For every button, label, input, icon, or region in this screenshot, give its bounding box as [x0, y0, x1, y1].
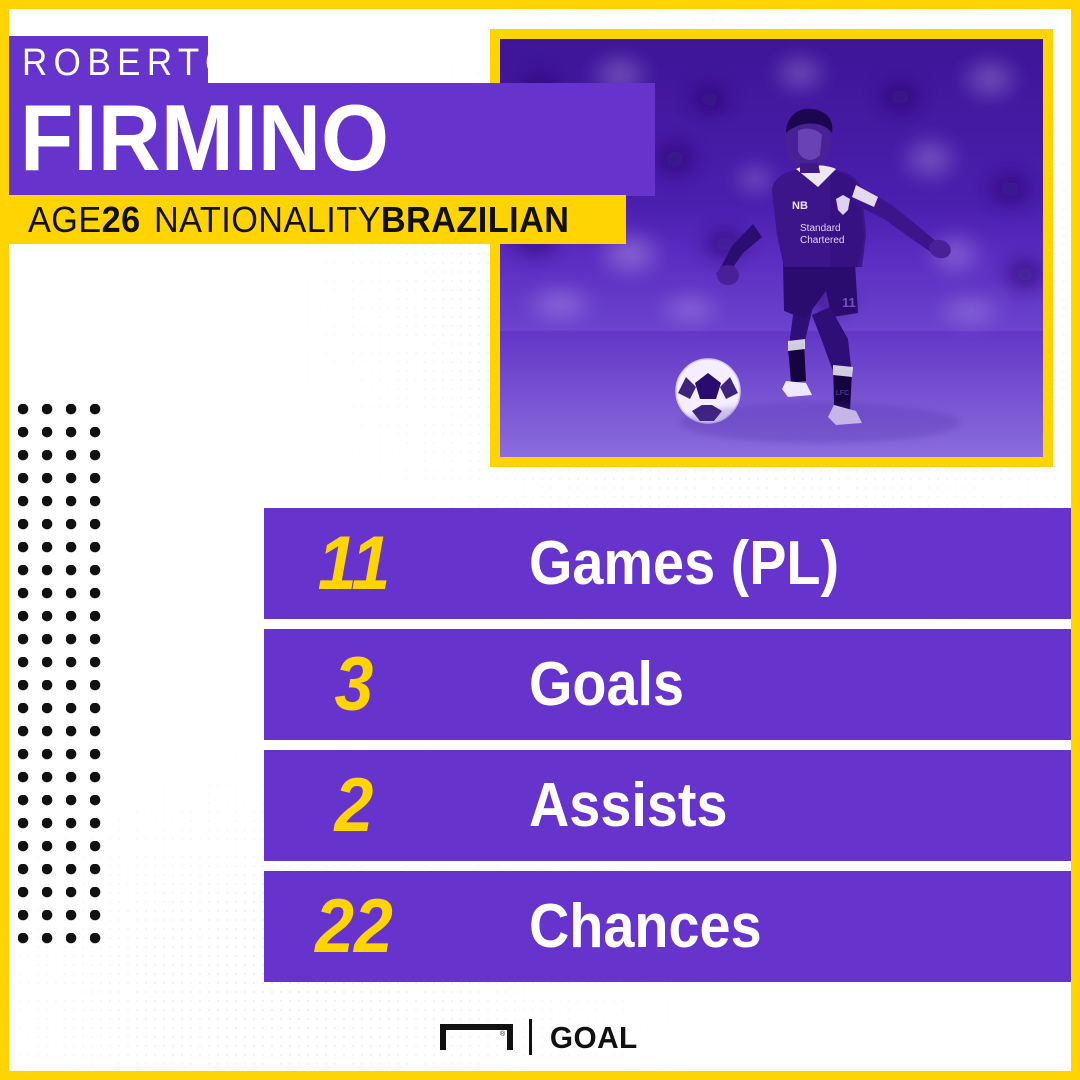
stats-list: 11 Games (PL) 3 Goals 2 Assists 22 Chanc…: [264, 508, 1073, 992]
frame-border-left: [0, 0, 9, 1080]
stat-row: 2 Assists: [264, 750, 1073, 861]
svg-text:Chartered: Chartered: [800, 235, 844, 246]
player-first-name: ROBERTO: [22, 42, 239, 84]
svg-text:LFC: LFC: [836, 390, 849, 397]
svg-text:11: 11: [842, 295, 856, 310]
stat-value: 11: [317, 520, 391, 606]
player-last-name: FIRMINO: [20, 85, 390, 190]
age-label: AGE: [28, 199, 102, 240]
registered-mark: ®: [500, 1031, 506, 1038]
svg-text:NB: NB: [792, 200, 808, 212]
stat-label: Goals: [529, 649, 685, 719]
frame-border-right: [1071, 0, 1080, 1080]
stat-label: Assists: [529, 770, 728, 840]
stat-value: 3: [334, 641, 374, 727]
stat-row: 11 Games (PL): [264, 508, 1073, 619]
player-photo-svg: 11 Standard Chartered NB: [500, 39, 1043, 457]
name-block-lower: [9, 83, 655, 196]
nationality-label: NATIONALITY: [153, 199, 381, 240]
logo-divider: [529, 1019, 533, 1055]
stat-row: 3 Goals: [264, 629, 1073, 740]
stat-row: 22 Chances: [264, 871, 1073, 982]
nationality-value: BRAZILIAN: [380, 199, 570, 240]
player-meta-band: [0, 195, 626, 244]
name-block-upper: [9, 36, 208, 84]
goalpost-icon: ®: [440, 1024, 514, 1050]
stat-label: Chances: [529, 891, 762, 961]
age-value: 26: [101, 199, 141, 240]
frame-border-bottom: [0, 1071, 1080, 1080]
player-photo-image: 11 Standard Chartered NB: [500, 39, 1043, 457]
stat-label: Games (PL): [529, 528, 840, 598]
player-meta-text: AGE26 NATIONALITYBRAZILIAN: [28, 200, 569, 240]
frame-border-top: [0, 0, 1080, 9]
svg-text:Standard: Standard: [800, 223, 841, 234]
stat-value: 22: [315, 883, 393, 969]
dot-grid-decoration: [18, 404, 106, 949]
footer-branding: ® GOAL: [0, 1012, 1080, 1062]
stat-value: 2: [334, 762, 374, 848]
brand-name: GOAL: [550, 1019, 638, 1055]
